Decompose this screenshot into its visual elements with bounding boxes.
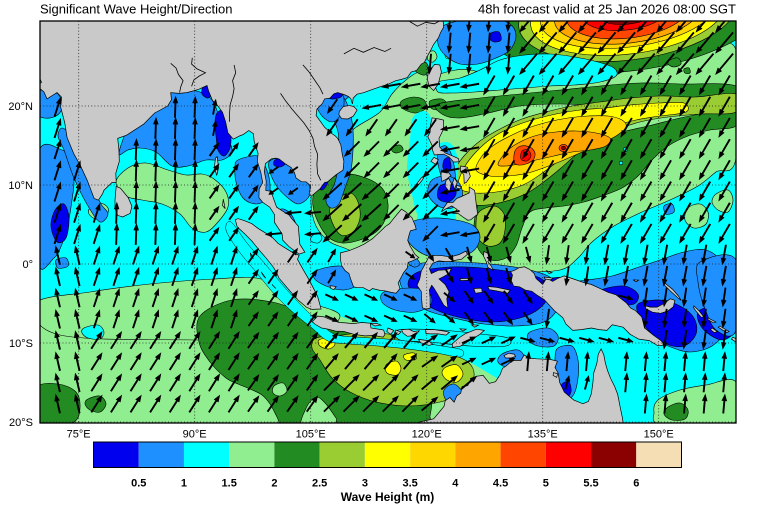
svg-text:4: 4	[452, 478, 459, 490]
svg-text:90°E: 90°E	[183, 429, 207, 441]
svg-text:0.5: 0.5	[131, 478, 146, 490]
svg-text:135°E: 135°E	[528, 429, 558, 441]
svg-text:1: 1	[181, 478, 187, 490]
svg-text:20°S: 20°S	[9, 417, 33, 429]
svg-text:10°S: 10°S	[9, 338, 33, 350]
svg-text:Significant Wave Height/Direct: Significant Wave Height/Direction	[40, 2, 232, 17]
svg-text:75°E: 75°E	[67, 429, 91, 441]
svg-text:10°N: 10°N	[8, 180, 33, 192]
svg-text:5.5: 5.5	[583, 478, 598, 490]
svg-text:2.5: 2.5	[312, 478, 327, 490]
svg-text:2: 2	[271, 478, 277, 490]
svg-text:120°E: 120°E	[412, 429, 442, 441]
svg-text:4.5: 4.5	[493, 478, 508, 490]
svg-text:150°E: 150°E	[644, 429, 674, 441]
svg-text:3.5: 3.5	[402, 478, 417, 490]
svg-text:Wave Height (m): Wave Height (m)	[341, 490, 435, 504]
svg-text:3: 3	[362, 478, 368, 490]
svg-text:0°: 0°	[22, 259, 33, 271]
svg-text:20°N: 20°N	[8, 101, 33, 113]
svg-text:48h forecast valid at 25 Jan 2: 48h forecast valid at 25 Jan 2026 08:00 …	[478, 2, 736, 17]
svg-text:6: 6	[633, 478, 639, 490]
svg-text:5: 5	[543, 478, 549, 490]
svg-text:105°E: 105°E	[296, 429, 326, 441]
svg-text:1.5: 1.5	[222, 478, 237, 490]
